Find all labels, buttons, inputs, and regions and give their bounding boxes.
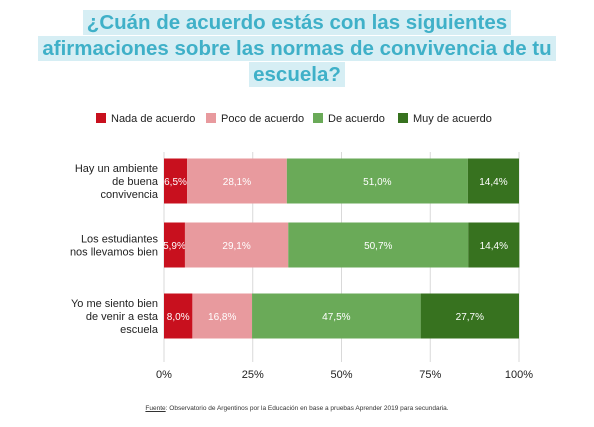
category-label-row0-line1: de buena — [112, 176, 159, 188]
x-tick-label-4: 100% — [505, 369, 533, 381]
chart-title: ¿Cuán de acuerdo estás con las siguiente… — [0, 10, 594, 88]
x-tick-label-1: 25% — [242, 369, 264, 381]
data-label-row2-seg2: 47,5% — [322, 312, 350, 323]
legend-label-0: Nada de acuerdo — [111, 113, 195, 125]
bar-row2-seg3 — [420, 293, 519, 339]
category-label-row0-line0: Hay un ambiente — [75, 163, 158, 175]
x-tick-label-3: 75% — [419, 369, 441, 381]
bar-row2-seg1 — [192, 293, 253, 339]
category-label-row2-line2: escuela — [120, 324, 159, 336]
legend-swatch-3 — [398, 113, 408, 123]
legend-swatch-1 — [206, 113, 216, 123]
legend-label-3: Muy de acuerdo — [413, 113, 492, 125]
bar-row1-seg2 — [288, 222, 469, 268]
data-label-row1-seg3: 14,4% — [480, 241, 508, 252]
data-label-row1-seg0: 5,9% — [163, 241, 186, 252]
category-label-row1-line0: Los estudiantes — [81, 234, 159, 246]
chart-title-line-3: escuela? — [249, 62, 345, 87]
data-label-row2-seg1: 16,8% — [208, 312, 236, 323]
legend-swatch-0 — [96, 113, 106, 123]
bar-row0-seg2 — [286, 158, 468, 204]
data-label-row2-seg0: 8,0% — [167, 312, 190, 323]
data-label-row0-seg3: 14,4% — [479, 177, 507, 188]
chart-title-line-1: ¿Cuán de acuerdo estás con las siguiente… — [82, 10, 512, 35]
stacked-bar-chart: Nada de acuerdo Poco de acuerdo De acuerdo… — [70, 113, 533, 381]
legend-label-2: De acuerdo — [328, 113, 385, 125]
data-label-row1-seg2: 50,7% — [364, 241, 392, 252]
bar-row0-seg3 — [467, 158, 519, 204]
bar-row0-seg1 — [187, 158, 287, 204]
bar-row2-seg0 — [164, 293, 193, 339]
x-tick-label-0: 0% — [156, 369, 172, 381]
legend-label-1: Poco de acuerdo — [221, 113, 304, 125]
category-label-row0-line2: convivencia — [101, 189, 159, 201]
bar-row1-seg1 — [184, 222, 289, 268]
category-label-row2-line1: de venir a esta — [86, 311, 159, 323]
bar-row1-seg0 — [164, 222, 185, 268]
source-text: : Observatorio de Argentinos por la Educ… — [165, 405, 449, 412]
data-label-row1-seg1: 29,1% — [222, 241, 250, 252]
chart-title-line-2: afirmaciones sobre las normas de convive… — [38, 36, 556, 61]
bar-row1-seg3 — [468, 222, 520, 268]
category-label-row1-line1: nos llevamos bien — [70, 247, 158, 259]
source-note: Fuente: Observatorio de Argentinos por l… — [0, 405, 594, 412]
data-label-row0-seg0: 6,5% — [164, 177, 187, 188]
bar-row2-seg2 — [252, 293, 421, 339]
source-label: Fuente — [145, 405, 166, 412]
data-label-row2-seg3: 27,7% — [456, 312, 484, 323]
category-label-row2-line0: Yo me siento bien — [71, 298, 158, 310]
legend-swatch-2 — [313, 113, 323, 123]
bar-row0-seg0 — [164, 158, 188, 204]
data-label-row0-seg2: 51,0% — [363, 177, 391, 188]
data-label-row0-seg1: 28,1% — [223, 177, 251, 188]
x-tick-label-2: 50% — [330, 369, 352, 381]
